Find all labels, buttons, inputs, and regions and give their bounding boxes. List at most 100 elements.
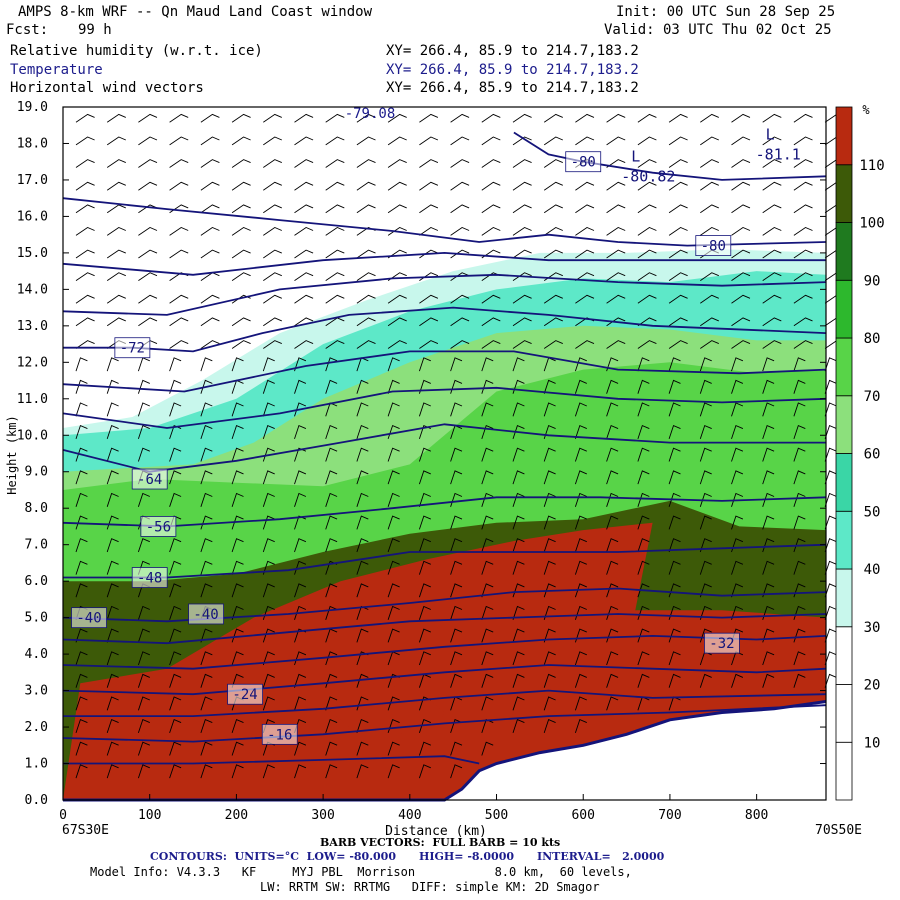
wind-barb: [169, 673, 182, 688]
wind-barb: [450, 764, 463, 779]
wind-barb: [793, 515, 806, 530]
wind-barb: [574, 447, 587, 462]
wind-barb: [450, 136, 470, 146]
wind-barb: [418, 402, 431, 417]
wind-barb: [668, 136, 688, 146]
wind-barb: [450, 651, 463, 666]
wind-barb: [700, 136, 719, 146]
isotherm-label-box: [131, 567, 168, 588]
wind-barb: [450, 249, 470, 259]
wind-barb: [75, 340, 95, 349]
y-axis-label: Height (km): [5, 415, 19, 494]
wind-barb: [75, 159, 95, 168]
wind-barb: [731, 447, 744, 462]
isotherm-line: [63, 543, 827, 579]
wind-barb: [762, 357, 775, 372]
wind-barb: [294, 113, 314, 123]
humidity-region-120: [327, 683, 445, 735]
wind-barb: [481, 470, 494, 485]
wind-barb: [387, 492, 400, 507]
isotherm-label-box: [704, 632, 740, 654]
wind-barb: [668, 470, 681, 485]
wind-barb: [106, 249, 126, 259]
isotherm-label-box: [140, 516, 177, 537]
wind-barb: [824, 673, 837, 688]
wind-barb: [106, 447, 119, 462]
wind-barb: [231, 538, 244, 553]
isotherm-line: [62, 613, 827, 645]
x-tick-label: 500: [485, 808, 508, 823]
wind-barb: [231, 272, 251, 281]
wind-barb: [231, 605, 244, 620]
wind-barb: [450, 294, 470, 304]
wind-barb: [169, 357, 182, 372]
x-tick-label: 100: [138, 808, 161, 823]
wind-barb: [450, 560, 463, 575]
wind-barb: [200, 357, 213, 372]
wind-barb: [731, 181, 751, 191]
wind-barb: [106, 317, 126, 327]
wind-barb: [637, 628, 650, 643]
wind-barb: [793, 159, 813, 168]
colorbar-tick-label: 30: [864, 620, 881, 636]
wind-barb: [606, 317, 626, 327]
wind-barb: [294, 605, 307, 620]
wind-barb: [356, 470, 369, 485]
wind-barb: [75, 402, 88, 417]
wind-barb: [356, 583, 369, 598]
wind-barb: [75, 515, 88, 530]
wind-barb: [356, 515, 369, 530]
wind-barb: [200, 317, 220, 327]
y-tick-label: 9.0: [25, 465, 48, 480]
wind-barb: [106, 470, 119, 485]
wind-barb: [325, 226, 345, 236]
wind-barb: [262, 628, 275, 643]
humidity-region-120: [444, 617, 471, 687]
wind-barb: [668, 317, 688, 327]
wind-barb: [481, 136, 501, 146]
wind-barb: [668, 379, 681, 394]
wind-barb: [200, 379, 213, 394]
wind-barb: [169, 560, 182, 575]
wind-barb: [699, 583, 712, 598]
wind-barb: [450, 741, 463, 756]
wind-barb: [731, 249, 751, 259]
wind-barb: [419, 294, 439, 304]
wind-barb: [325, 136, 345, 146]
wind-barb: [668, 204, 688, 214]
wind-barb: [699, 402, 712, 417]
wind-barb: [637, 538, 650, 553]
wind-barb: [356, 204, 376, 214]
wind-barb: [637, 492, 650, 507]
low-value-label: -80.82: [621, 167, 675, 185]
y-tick-label: 4.0: [25, 647, 48, 662]
wind-barb: [262, 764, 275, 779]
wind-barb: [75, 249, 95, 259]
wind-barb: [824, 538, 837, 553]
wind-barb: [699, 492, 712, 507]
wind-barb: [231, 673, 244, 688]
wind-barb: [200, 447, 213, 462]
wind-barb: [543, 605, 556, 620]
isotherm-label: -40: [193, 607, 218, 623]
wind-barb: [138, 204, 158, 214]
wind-barb: [356, 741, 369, 756]
wind-barb: [169, 628, 182, 643]
isotherm-line: [62, 273, 827, 316]
y-tick-label: 6.0: [25, 574, 48, 589]
wind-barb: [762, 136, 782, 146]
wind-barb: [356, 424, 369, 440]
wind-barb: [387, 136, 407, 146]
wind-barb: [668, 357, 681, 372]
colorbar-swatch: [835, 222, 853, 281]
wind-barb: [356, 294, 376, 304]
wind-barb: [574, 470, 587, 485]
wind-barb: [731, 272, 751, 281]
wind-barb: [637, 272, 657, 281]
wind-barb: [668, 226, 688, 236]
wind-barb: [481, 181, 501, 191]
wind-barb: [200, 538, 213, 553]
wind-barb: [574, 560, 587, 575]
wind-barb: [793, 317, 813, 327]
wind-barb: [106, 226, 126, 236]
